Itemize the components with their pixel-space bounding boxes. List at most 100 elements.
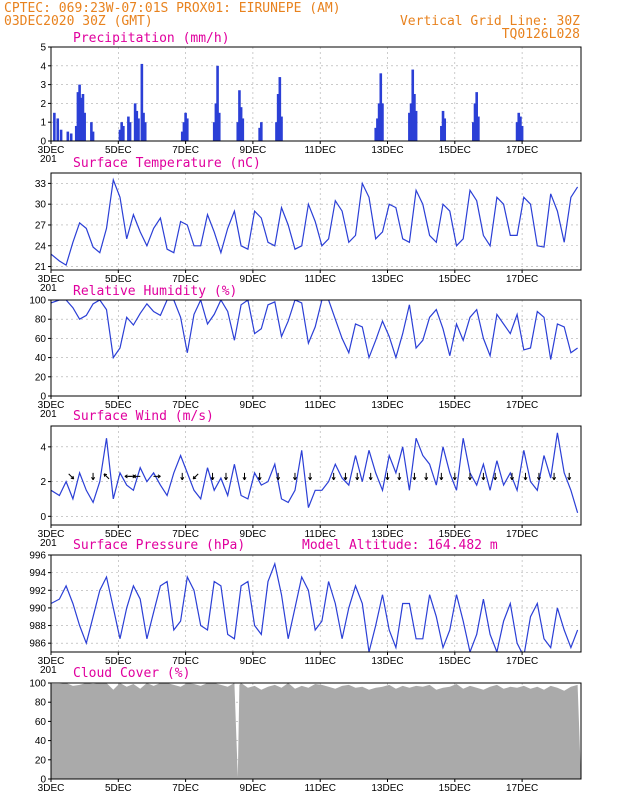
wind-arrow-head [103, 473, 108, 477]
y-tick-label: 100 [29, 679, 46, 690]
x-tick-label: 3DEC [38, 529, 65, 540]
rh-series-line [51, 300, 578, 360]
wind-arrow [368, 472, 373, 481]
wind-arrow-head [368, 477, 373, 481]
precip-bar [180, 131, 184, 141]
x-tick-label: 15DEC [439, 529, 471, 540]
precip-bar [217, 112, 221, 141]
wind-arrow-head [424, 477, 429, 481]
x-tick-label: 5DEC [105, 529, 132, 540]
precip-bar [212, 122, 216, 141]
wind-arrow-shaft [192, 473, 199, 480]
wind-panel: 0 2 4 3DEC 5DEC 7DEC 9DEC 11DEC 13DEC 15DEC 17DEC 2… [38, 409, 582, 549]
precip-bar [377, 103, 381, 141]
wind-arrow [103, 473, 110, 480]
precip-bar [276, 94, 280, 141]
x-tick-label: 13DEC [371, 145, 403, 156]
x-year-fragment: 201 [40, 409, 57, 420]
x-tick-label: 7DEC [172, 145, 199, 156]
precip-bar [142, 112, 145, 141]
pres-panel: 986 988 990 992 994 996 3DEC 5DEC 7DEC 9DEC 11DEC 1… [29, 538, 582, 676]
x-tick-label: 13DEC [371, 529, 403, 540]
x-tick-label: 11DEC [304, 274, 336, 285]
precip-bar [376, 118, 379, 141]
x-tick-label: 9DEC [240, 783, 267, 794]
y-tick-label: 4 [40, 442, 46, 453]
x-tick-label: 3DEC [38, 656, 65, 667]
precip-bar [278, 77, 282, 141]
temp-title: Surface Temperature (nC) [73, 156, 261, 171]
x-tick-label: 15DEC [439, 783, 471, 794]
wind-arrow-head [292, 477, 297, 481]
wind-arrow [257, 472, 262, 481]
wind-arrow-head [536, 477, 541, 481]
wind-arrow-head [70, 475, 75, 480]
precip-bar [122, 125, 125, 141]
wind-arrow [567, 472, 572, 481]
x-tick-label: 3DEC [38, 783, 65, 794]
y-tick-label: 33 [35, 179, 47, 190]
temp-panel: 21 24 27 30 33 3DEC 5DEC 7DEC 9DEC 11DEC 13DEC 15DE… [35, 156, 582, 294]
precip-bar [472, 122, 475, 141]
y-tick-label: 100 [29, 296, 46, 307]
wind-arrow [467, 472, 472, 481]
wind-arrow [133, 474, 141, 479]
cloud-area [51, 683, 581, 779]
x-tick-label: 15DEC [439, 274, 471, 285]
precip-bar [280, 116, 283, 141]
x-tick-label: 11DEC [304, 529, 336, 540]
precip-bar [216, 65, 219, 141]
wind-arrow [192, 473, 199, 480]
y-tick-label: 60 [35, 334, 47, 345]
wind-arrow [91, 472, 96, 481]
y-tick-label: 60 [35, 717, 47, 728]
precip-bar [441, 110, 445, 141]
y-tick-label: 992 [29, 586, 46, 597]
precip-bar [515, 122, 519, 141]
precip-bar [374, 127, 378, 141]
wind-arrow-head [493, 477, 498, 481]
cloud-title: Cloud Cover (%) [73, 666, 190, 681]
y-tick-label: 1 [40, 118, 46, 129]
x-tick-label: 13DEC [371, 274, 403, 285]
precip-bar [81, 94, 85, 141]
precip-bar [520, 125, 524, 141]
wind-arrow-head [397, 477, 402, 481]
wind-arrow-head [452, 477, 457, 481]
pres-series-line [51, 561, 579, 652]
pres-title: Surface Pressure (hPa) [73, 538, 245, 553]
wind-arrow [292, 472, 297, 481]
x-tick-label: 9DEC [240, 529, 267, 540]
x-tick-label: 13DEC [371, 656, 403, 667]
x-tick-label: 15DEC [439, 400, 471, 411]
wind-arrow [242, 472, 247, 481]
precip-bar [91, 131, 95, 141]
x-tick-label: 15DEC [439, 145, 471, 156]
wind-arrow [536, 472, 541, 481]
precip-bar [411, 69, 415, 141]
y-tick-label: 0 [40, 775, 46, 786]
y-tick-label: 994 [29, 568, 46, 579]
x-tick-label: 5DEC [105, 400, 132, 411]
precip-bar [414, 110, 418, 141]
precip-bar [118, 129, 122, 141]
wind-arrow-head [385, 477, 390, 481]
y-tick-label: 20 [35, 372, 47, 383]
x-tick-label: 17DEC [506, 783, 538, 794]
precip-bar [275, 122, 278, 141]
wind-arrow [439, 472, 444, 481]
wind-arrow-head [412, 477, 417, 481]
wind-arrow [180, 472, 185, 481]
x-tick-label: 9DEC [240, 400, 267, 411]
y-tick-label: 2 [40, 99, 46, 110]
temp-frame [50, 172, 582, 271]
precip-bar [236, 122, 240, 141]
precip-panel: 0 1 2 3 4 5 3DEC 5DEC 7DEC 9DEC 11DEC 13DEC 15DEC 17D… [38, 31, 582, 165]
x-tick-label: 17DEC [506, 656, 538, 667]
wind-arrow [510, 472, 514, 481]
wind-arrow [343, 472, 348, 481]
wind-arrow [552, 472, 557, 481]
precip-bar [473, 103, 477, 141]
y-tick-label: 2 [40, 477, 46, 488]
x-tick-label: 7DEC [172, 529, 199, 540]
